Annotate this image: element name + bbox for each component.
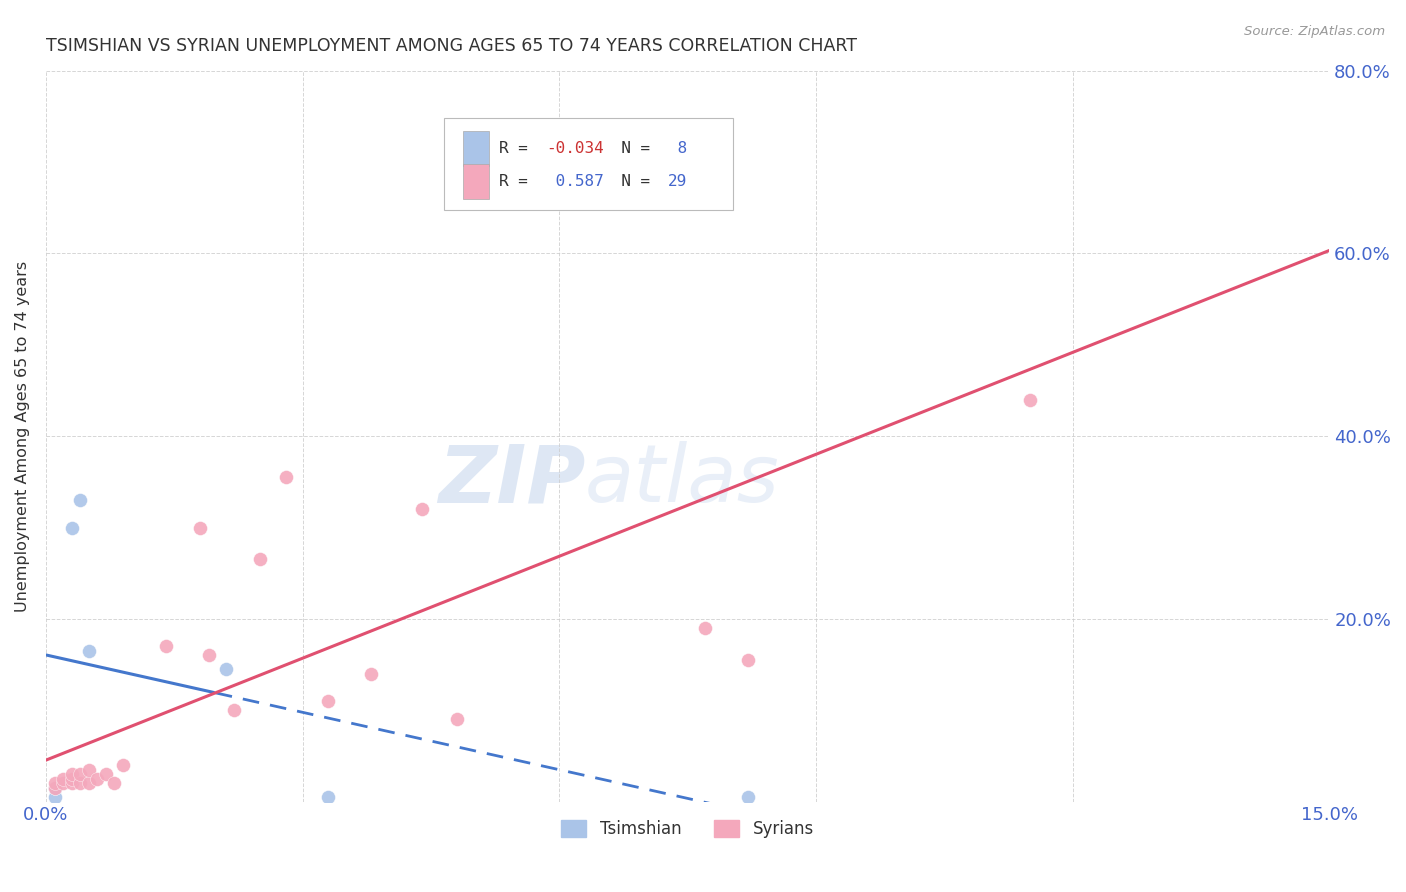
Point xyxy=(411,502,433,516)
Text: atlas: atlas xyxy=(585,441,780,519)
Point xyxy=(188,520,211,534)
Point xyxy=(86,772,108,786)
Point xyxy=(60,776,83,790)
Point xyxy=(94,767,117,781)
Point xyxy=(69,776,91,790)
Point xyxy=(77,644,100,658)
Point xyxy=(446,712,468,726)
Point xyxy=(52,772,75,786)
Point xyxy=(316,790,339,805)
Text: N =: N = xyxy=(602,174,659,188)
Point xyxy=(60,767,83,781)
Point xyxy=(737,653,759,667)
Text: R =: R = xyxy=(499,174,537,188)
Point xyxy=(214,662,236,676)
Point xyxy=(44,790,66,805)
Bar xyxy=(463,130,489,166)
Point xyxy=(224,703,246,717)
Point xyxy=(693,621,716,635)
Point xyxy=(60,520,83,534)
Point xyxy=(77,763,100,777)
Point xyxy=(1018,392,1040,407)
Point xyxy=(103,776,125,790)
Point xyxy=(316,694,339,708)
Text: 0.587: 0.587 xyxy=(547,174,605,188)
Point xyxy=(69,493,91,508)
Point xyxy=(360,666,382,681)
Point xyxy=(111,758,134,772)
Point xyxy=(69,767,91,781)
Bar xyxy=(463,163,489,199)
Legend: Tsimshian, Syrians: Tsimshian, Syrians xyxy=(554,813,821,845)
Point xyxy=(197,648,219,663)
Point xyxy=(249,552,271,566)
Text: N =: N = xyxy=(602,141,659,156)
Text: TSIMSHIAN VS SYRIAN UNEMPLOYMENT AMONG AGES 65 TO 74 YEARS CORRELATION CHART: TSIMSHIAN VS SYRIAN UNEMPLOYMENT AMONG A… xyxy=(46,37,858,55)
Point xyxy=(155,640,177,654)
Point xyxy=(44,780,66,795)
Text: R =: R = xyxy=(499,141,537,156)
Text: 8: 8 xyxy=(668,141,688,156)
Y-axis label: Unemployment Among Ages 65 to 74 years: Unemployment Among Ages 65 to 74 years xyxy=(15,260,30,612)
Point xyxy=(44,776,66,790)
Point xyxy=(44,780,66,795)
Text: 29: 29 xyxy=(668,174,688,188)
Point xyxy=(52,776,75,790)
Text: ZIP: ZIP xyxy=(437,441,585,519)
Point xyxy=(737,790,759,805)
FancyBboxPatch shape xyxy=(444,119,733,210)
Point xyxy=(60,772,83,786)
Point xyxy=(531,164,554,178)
Point xyxy=(274,470,297,484)
Point xyxy=(77,776,100,790)
Text: -0.034: -0.034 xyxy=(547,141,605,156)
Text: Source: ZipAtlas.com: Source: ZipAtlas.com xyxy=(1244,25,1385,38)
